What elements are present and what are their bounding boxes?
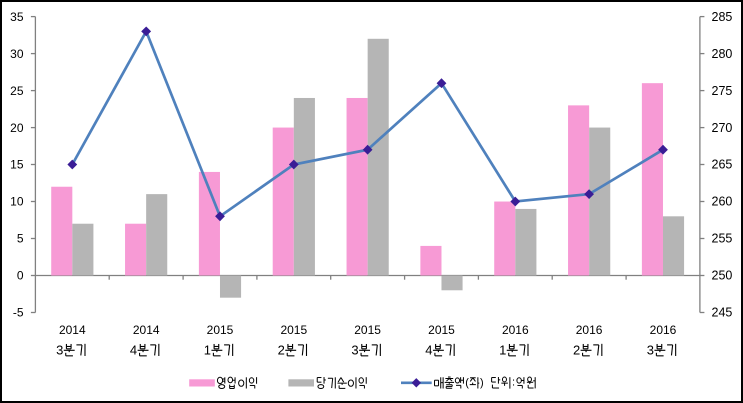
svg-text:1: 1 [204,343,211,358]
svg-text:2016: 2016 [576,323,603,337]
svg-text:25: 25 [10,84,24,98]
svg-text:1: 1 [499,343,506,358]
svg-text:280: 280 [712,47,733,61]
svg-text:10: 10 [10,195,24,209]
svg-text:3: 3 [647,343,654,358]
svg-text:3: 3 [351,343,358,358]
svg-text:4: 4 [425,343,432,358]
svg-text:5: 5 [17,232,24,246]
svg-text:2016: 2016 [650,323,677,337]
svg-text:285: 285 [712,10,733,24]
svg-text:250: 250 [712,269,733,283]
svg-text:255: 255 [712,232,733,246]
svg-text:35: 35 [10,10,24,24]
svg-text::: : [512,376,515,388]
svg-text:2016: 2016 [502,323,529,337]
svg-text:2015: 2015 [354,323,381,337]
svg-text:260: 260 [712,195,733,209]
svg-text:): ) [480,377,484,389]
svg-text:2015: 2015 [207,323,234,337]
svg-text:2014: 2014 [59,323,86,337]
svg-text:0: 0 [17,269,24,283]
svg-text:(: ( [465,377,469,389]
svg-text:270: 270 [712,121,733,135]
svg-text:2: 2 [573,343,580,358]
svg-text:20: 20 [10,121,24,135]
svg-text:2: 2 [278,343,285,358]
svg-text:3: 3 [56,343,63,358]
svg-text:-5: -5 [13,306,24,320]
svg-text:275: 275 [712,84,733,98]
svg-text:15: 15 [10,158,24,172]
svg-text:265: 265 [712,158,733,172]
svg-text:2015: 2015 [280,323,307,337]
svg-text:2014: 2014 [133,323,160,337]
svg-text:4: 4 [130,343,137,358]
svg-text:245: 245 [712,306,733,320]
svg-text:30: 30 [10,47,24,61]
svg-text:2015: 2015 [428,323,455,337]
